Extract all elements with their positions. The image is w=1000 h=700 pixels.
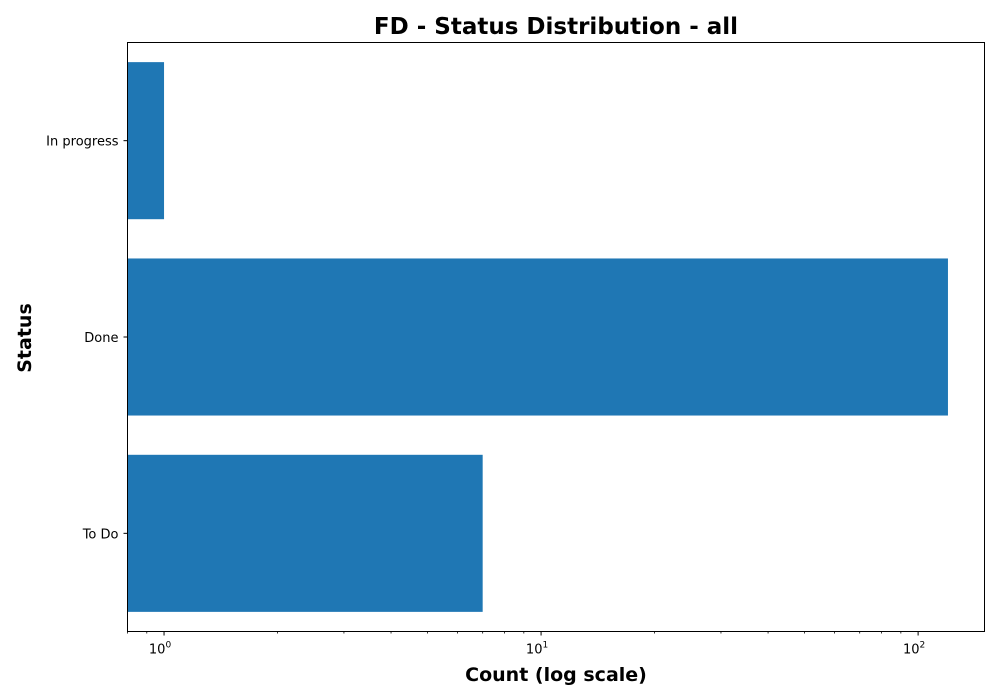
- bars-layer: [127, 62, 948, 612]
- y-tick-label: To Do: [82, 527, 119, 542]
- chart-title: FD - Status Distribution - all: [374, 14, 738, 40]
- x-tick-label: 102: [903, 641, 925, 658]
- bar-to-do: [127, 454, 483, 612]
- bar-done: [127, 258, 948, 416]
- x-tick-label: 100: [149, 641, 172, 658]
- bar-in-progress: [127, 62, 165, 220]
- x-axis-label: Count (log scale): [465, 664, 647, 686]
- y-axis-label: Status: [14, 303, 36, 373]
- y-tick-label: In progress: [46, 135, 119, 150]
- y-tick-label: Done: [84, 331, 118, 346]
- y-axis-ticks: In progress Done To Do: [46, 135, 128, 542]
- x-axis-ticks: 100 101 102: [127, 631, 925, 658]
- x-tick-label: 101: [526, 641, 548, 658]
